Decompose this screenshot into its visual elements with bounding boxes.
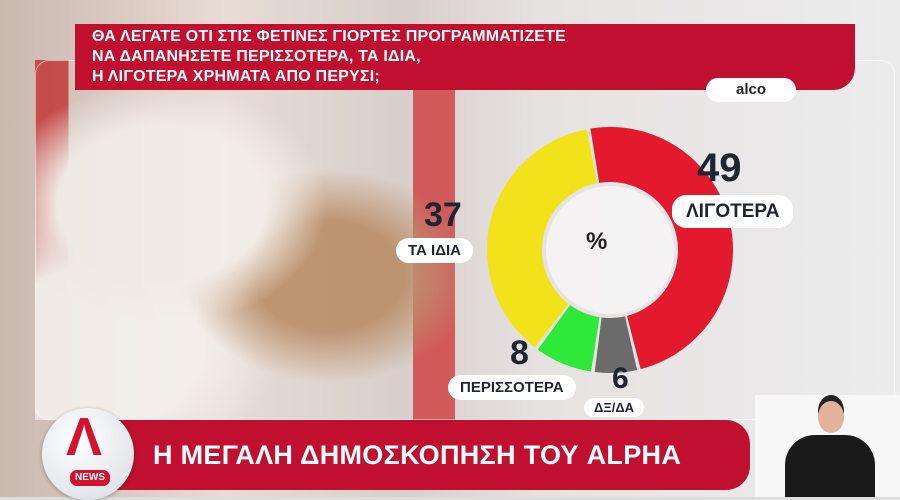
value-label-perissotera: 8 bbox=[510, 334, 529, 372]
donut-hole bbox=[546, 186, 674, 314]
sign-language-interpreter bbox=[755, 395, 900, 497]
donut-slice-2 bbox=[537, 305, 600, 372]
category-label-ligotera: ΛΙΓΟΤΕΡΑ bbox=[672, 195, 794, 228]
value-label-ligotera: 49 bbox=[697, 146, 742, 190]
category-label-dxda: ΔΞ/ΔΑ bbox=[584, 398, 645, 417]
question-line: ΘΑ ΛΕΓΑΤΕ ΟΤΙ ΣΤΙΣ ΦΕΤΙΝΕΣ ΓΙΟΡΤΕΣ ΠΡΟΓΡ… bbox=[92, 28, 567, 45]
shopping-bags-photo bbox=[35, 60, 455, 420]
value-label-dxda: 6 bbox=[612, 362, 629, 395]
question-line: ΝΑ ΔΑΠΑΝΗΣΕΤΕ ΠΕΡΙΣΣΟΤΕΡΑ, ΤΑ ΙΔΙΑ, bbox=[92, 48, 421, 65]
question-line: Η ΛΙΓΟΤΕΡΑ ΧΡΗΜΑΤΑ ΑΠΟ ΠΕΡΥΣΙ; bbox=[92, 68, 380, 85]
donut-slice-3 bbox=[486, 129, 598, 348]
donut-slice-0 bbox=[590, 127, 733, 370]
alpha-news-logo: Λ NEWS bbox=[42, 408, 134, 500]
center-label: % bbox=[586, 228, 608, 255]
category-label-ta-idia: ΤΑ ΙΔΙΑ bbox=[396, 238, 473, 263]
show-title-banner: Η ΜΕΓΑΛΗ ΔΗΜΟΣΚΟΠΗΣΗ ΤΟΥ ALPHA bbox=[95, 420, 750, 490]
value-label-ta-idia: 37 bbox=[424, 196, 462, 234]
source-badge: alco bbox=[706, 78, 796, 102]
category-label-perissotera: ΠΕΡΙΣΣΟΤΕΡΑ bbox=[448, 375, 576, 400]
donut-slice-1 bbox=[594, 316, 638, 373]
